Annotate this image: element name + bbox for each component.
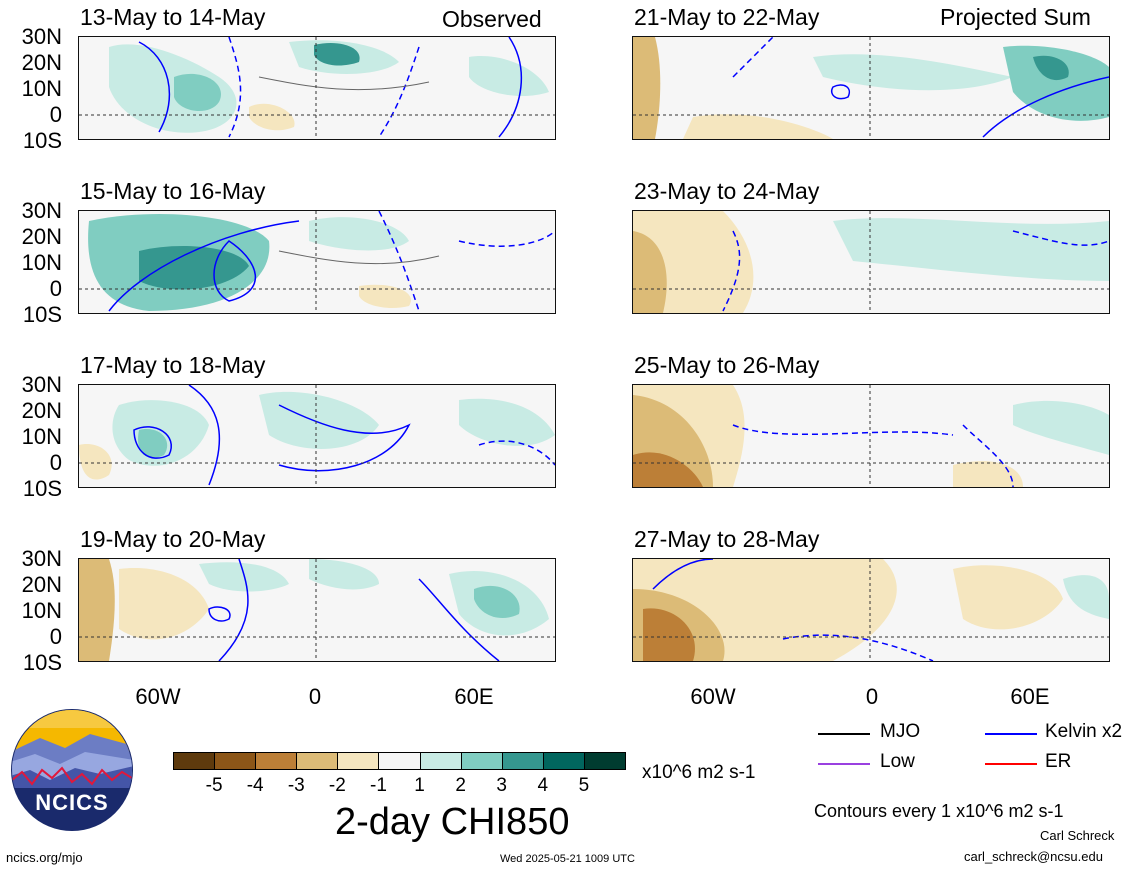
colorbar-tick-label: 2 xyxy=(455,775,466,796)
lat-label: 10N xyxy=(21,598,62,623)
lat-label: 20N xyxy=(21,224,62,249)
colorbar-tick-label: -4 xyxy=(246,775,264,796)
footer-site[interactable]: ncics.org/mjo xyxy=(6,850,83,865)
lat-label: 10N xyxy=(21,424,62,449)
map-right-4-svg xyxy=(633,559,1109,661)
map-panel-left-3 xyxy=(78,384,556,488)
lat-label: 30N xyxy=(21,546,62,571)
footer-timestamp: Wed 2025-05-21 1009 UTC xyxy=(500,853,635,865)
map-left-2-svg xyxy=(79,211,555,313)
colorbar-tick-label: 5 xyxy=(578,775,590,796)
colorbar xyxy=(173,752,626,772)
lat-label: 20N xyxy=(21,50,62,75)
lat-label: 0 xyxy=(49,102,62,127)
map-left-1-svg xyxy=(79,37,555,139)
lat-label: 20N xyxy=(21,572,62,597)
lat-label: 10N xyxy=(21,250,62,275)
map-panel-right-1 xyxy=(632,36,1110,140)
colorbar-swatch xyxy=(296,752,339,770)
map-panel-left-1 xyxy=(78,36,556,140)
panel-corner-observed: Observed xyxy=(442,6,542,32)
colorbar-tick-label: 3 xyxy=(496,775,507,796)
panel-title-right-3: 25-May to 26-May xyxy=(634,352,820,378)
colorbar-swatch xyxy=(255,752,298,770)
map-right-2-svg xyxy=(633,211,1109,313)
panel-title-left-2: 15-May to 16-May xyxy=(80,178,266,204)
contour-note: Contours every 1 x10^6 m2 s-1 xyxy=(814,801,1064,821)
colorbar-tick-label: -2 xyxy=(328,775,346,796)
colorbar-swatch xyxy=(501,752,544,770)
colorbar-units: x10^6 m2 s-1 xyxy=(642,762,756,783)
legend-line-mjo xyxy=(818,733,870,735)
map-panel-right-3 xyxy=(632,384,1110,488)
lon-label-right-60e: 60E xyxy=(1010,684,1050,709)
lon-label-right-0: 0 xyxy=(865,684,879,709)
lat-label: 0 xyxy=(49,276,62,301)
footer-email[interactable]: carl_schreck@ncsu.edu xyxy=(964,849,1103,864)
ncics-logo-graphic xyxy=(11,709,133,831)
colorbar-swatch xyxy=(378,752,421,770)
map-left-3-svg xyxy=(79,385,555,487)
colorbar-tick-label: 4 xyxy=(537,775,549,796)
panel-title-right-2: 23-May to 24-May xyxy=(634,178,820,204)
lat-label: 10S xyxy=(22,650,62,675)
colorbar-swatch xyxy=(583,752,626,770)
lat-label: 10S xyxy=(22,128,62,153)
colorbar-tick-label: 1 xyxy=(414,775,425,796)
map-right-1-svg xyxy=(633,37,1109,139)
legend-label-kelvin: Kelvin x2 xyxy=(1045,721,1123,742)
legend-line-low xyxy=(818,763,870,765)
panel-corner-projected: Projected Sum xyxy=(940,4,1091,30)
lat-label: 10S xyxy=(22,302,62,327)
map-left-4-svg xyxy=(79,559,555,661)
footer-author: Carl Schreck xyxy=(1040,828,1115,843)
map-panel-left-4 xyxy=(78,558,556,662)
map-panel-right-2 xyxy=(632,210,1110,314)
ncics-logo: NCICS xyxy=(10,708,134,832)
lat-label: 20N xyxy=(21,398,62,423)
colorbar-tick-label: -3 xyxy=(287,775,305,796)
chart-title: 2-day CHI850 xyxy=(335,801,570,843)
lat-label: 30N xyxy=(21,24,62,49)
lat-label: 10N xyxy=(21,76,62,101)
legend-label-mjo: MJO xyxy=(880,721,921,742)
lat-label: 30N xyxy=(21,372,62,397)
colorbar-swatch xyxy=(214,752,257,770)
lon-label-left-60w: 60W xyxy=(135,684,181,709)
legend-label-low: Low xyxy=(880,751,915,772)
colorbar-swatch xyxy=(419,752,462,770)
colorbar-tick-label: -5 xyxy=(205,775,223,796)
panel-title-left-1: 13-May to 14-May xyxy=(80,4,266,30)
lat-label: 0 xyxy=(49,624,62,649)
map-panel-left-2 xyxy=(78,210,556,314)
lat-label: 0 xyxy=(49,450,62,475)
colorbar-swatch xyxy=(542,752,585,770)
panel-title-right-4: 27-May to 28-May xyxy=(634,526,820,552)
legend-label-er: ER xyxy=(1045,751,1072,772)
legend-line-er xyxy=(985,763,1037,765)
colorbar-swatch xyxy=(337,752,380,770)
colorbar-swatch xyxy=(460,752,503,770)
colorbar-labels: -5 -4 -3 -2 -1 1 2 3 4 5 xyxy=(173,776,625,798)
panel-title-left-4: 19-May to 20-May xyxy=(80,526,266,552)
logo-text: NCICS xyxy=(35,790,109,815)
map-panel-right-4 xyxy=(632,558,1110,662)
panel-title-right-1: 21-May to 22-May xyxy=(634,4,820,30)
lon-label-left-60e: 60E xyxy=(454,684,494,709)
map-right-3-svg xyxy=(633,385,1109,487)
lat-label: 30N xyxy=(21,198,62,223)
colorbar-tick-label: -1 xyxy=(370,775,387,796)
lon-label-right-60w: 60W xyxy=(690,684,736,709)
lon-label-left-0: 0 xyxy=(308,684,322,709)
panel-title-left-3: 17-May to 18-May xyxy=(80,352,266,378)
legend-line-kelvin xyxy=(985,733,1037,735)
colorbar-swatch xyxy=(173,752,216,770)
lat-label: 10S xyxy=(22,476,62,501)
